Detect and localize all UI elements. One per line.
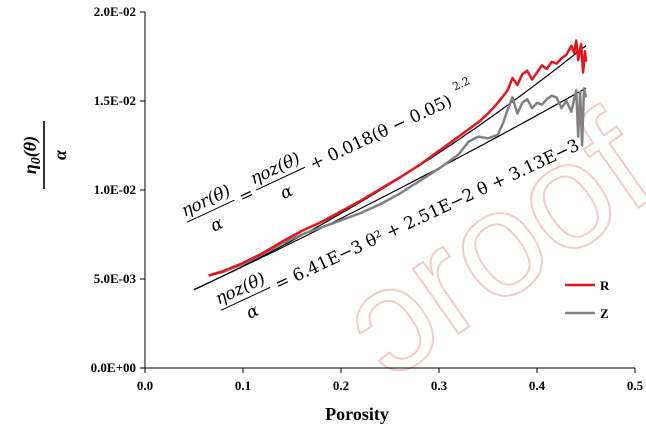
y-tick-label: 2.0E-02	[94, 4, 136, 19]
y-axis-title-denominator: α	[50, 149, 70, 160]
x-tick-label: 0.4	[529, 378, 546, 393]
eq-quad-den: α	[243, 300, 262, 323]
eq-quad-bar	[220, 286, 271, 311]
eq-power-mid: ηoz(θ)	[247, 149, 303, 189]
y-tick-label: 1.0E-02	[94, 182, 136, 197]
eq-power-bar-mid	[255, 166, 306, 191]
eq-power-mid-den: α	[277, 181, 296, 204]
eq-power-den: α	[207, 213, 226, 236]
legend: R Z	[565, 278, 610, 321]
y-axis-title: η0(θ) α	[20, 121, 70, 189]
eq-power-exponent: 2.2	[450, 74, 471, 93]
y-ticks: 0.0E+00 5.0E-03 1.0E-02 1.5E-02 2.0E-02	[91, 4, 145, 375]
x-tick-label: 0.2	[333, 378, 349, 393]
y-axis-title-numerator: η0(θ)	[20, 136, 44, 174]
eq-power-bar-lhs	[186, 199, 235, 223]
eq-power-lhs: ηor(θ)	[178, 181, 234, 221]
series-line-r	[208, 39, 588, 277]
x-tick-label: 0.3	[431, 378, 448, 393]
x-tick-label: 0.5	[627, 378, 644, 393]
fit-line-quadratic	[193, 87, 587, 291]
y-tick-label: 5.0E-03	[94, 271, 137, 286]
series-lines	[208, 39, 588, 277]
legend-label-z: Z	[600, 306, 609, 321]
x-ticks: 0.0 0.1 0.2 0.3 0.4 0.5	[137, 368, 644, 393]
legend-label-r: R	[600, 278, 610, 293]
series-line-z	[208, 87, 588, 277]
x-tick-label: 0.1	[235, 378, 251, 393]
x-axis-title: Porosity	[325, 404, 389, 424]
y-tick-label: 0.0E+00	[91, 360, 136, 375]
x-tick-label: 0.0	[137, 378, 153, 393]
eq-quad-lhs: ηoz(θ)	[212, 269, 268, 309]
eq-power-rhs: + 0.018(θ − 0.05)	[307, 91, 456, 175]
y-tick-label: 1.5E-02	[94, 93, 136, 108]
